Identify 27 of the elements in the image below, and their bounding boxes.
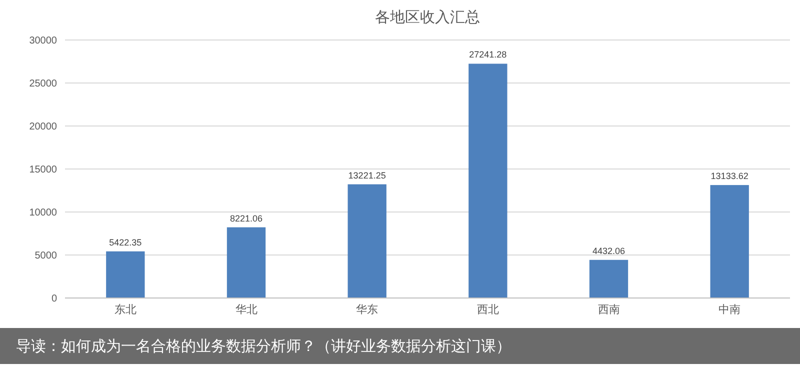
x-tick-label: 东北 [114, 303, 136, 316]
data-label: 13221.25 [348, 170, 386, 180]
bar [589, 260, 628, 298]
y-tick-label: 0 [51, 294, 58, 304]
bar [226, 227, 266, 298]
data-label: 8221.06 [230, 213, 263, 224]
data-label: 5422.35 [109, 237, 142, 248]
y-tick-label: 30000 [29, 36, 58, 46]
bar [348, 184, 386, 298]
x-tick-label: 西北 [476, 303, 499, 316]
y-tick-label: 10000 [29, 208, 58, 218]
x-tick-label: 中南 [718, 303, 741, 316]
bar [468, 64, 508, 298]
x-tick-label: 西南 [598, 303, 620, 316]
y-tick-label: 15000 [29, 164, 58, 176]
x-tick-label: 华北 [235, 303, 258, 316]
y-tick-label: 20000 [29, 122, 58, 132]
bar [106, 251, 145, 298]
y-tick-label: 5000 [34, 250, 58, 262]
data-label: 27241.28 [469, 50, 507, 60]
chart-title: 各地区收入汇总 [375, 9, 480, 26]
text: 导读：如何成为一名合格的业务数据分析师？（讲好业务数据分析这门课） [16, 338, 511, 355]
y-tick-label: 25000 [29, 78, 58, 90]
bar [710, 185, 749, 298]
x-tick-label: 华东 [356, 303, 378, 316]
data-label: 13133.62 [710, 171, 748, 182]
data-label: 4432.06 [592, 246, 626, 256]
